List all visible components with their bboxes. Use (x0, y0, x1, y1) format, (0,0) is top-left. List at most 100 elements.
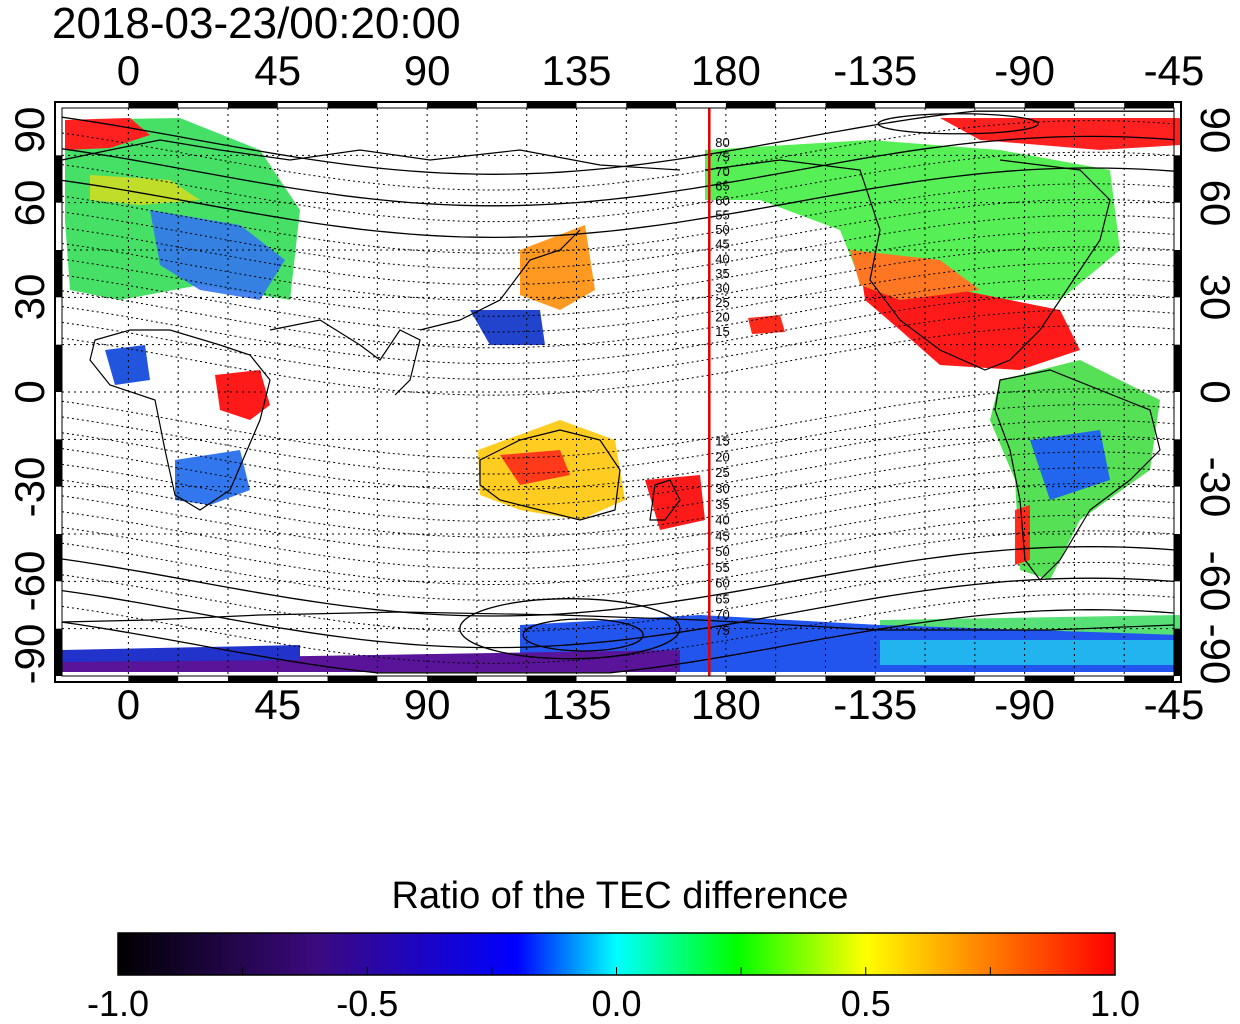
frame-tick-bar (626, 676, 677, 682)
frame-tick-bar (327, 102, 378, 108)
contour-line (61, 530, 1175, 601)
coastline (269, 319, 421, 396)
contour-label: 25 (715, 465, 729, 480)
frame-tick-bar (427, 102, 477, 108)
tick-left-label: -60 (6, 550, 53, 612)
frame-tick-bar (1174, 534, 1181, 582)
frame-tick-bar (526, 676, 577, 682)
magnetic-latitude-contours (61, 110, 1175, 674)
tick-bottom-label: 90 (403, 681, 451, 728)
tick-top-label: -90 (994, 47, 1055, 94)
tick-left-label: 60 (6, 179, 53, 227)
contour-line (61, 561, 1175, 633)
contour-line (61, 151, 1175, 223)
contour-line (61, 246, 1175, 317)
contour-line (61, 277, 1175, 349)
tick-right-label: -60 (1192, 550, 1239, 612)
contour-label: 65 (715, 179, 729, 194)
frame-tick-bar (327, 676, 378, 682)
frame-tick-bar (55, 155, 62, 203)
tick-top-label: -45 (1143, 47, 1205, 94)
frame-tick-bar (1174, 155, 1181, 203)
timestamp-title: 2018-03-23/00:20:00 (52, 0, 461, 48)
frame-tick-bar (825, 102, 876, 108)
contour-line (61, 482, 1175, 554)
coastline (419, 229, 581, 331)
tick-right-label: 90 (1192, 106, 1239, 154)
coastline (61, 611, 1175, 631)
contour-label: 40 (715, 513, 729, 528)
contour-label: 60 (715, 193, 729, 208)
tick-right-label: 0 (1192, 380, 1239, 404)
contour-line (61, 120, 1175, 191)
region-africa-blue2 (105, 345, 150, 385)
tick-left-label: -30 (6, 456, 53, 518)
tec-data-layer (62, 118, 1180, 672)
region-africa-red (215, 370, 270, 420)
contour-label: 70 (715, 607, 729, 622)
frame-tick-bar (227, 102, 278, 108)
tick-bottom-label: 180 (690, 681, 761, 728)
tick-right-label: 60 (1192, 179, 1239, 227)
tick-left-label: 90 (6, 106, 53, 154)
tick-left-label: -90 (6, 623, 53, 685)
contour-line (61, 435, 1175, 507)
tick-left-label: 0 (6, 380, 53, 404)
contour-line (61, 451, 1175, 522)
colorbar-tick-label: 0.5 (840, 983, 891, 1024)
contour-line (61, 325, 1175, 396)
region-antarctic-purple (62, 650, 680, 672)
contour-line (61, 167, 1175, 239)
frame-tick-bar (725, 676, 776, 682)
coastline (649, 479, 681, 521)
contour-label: 20 (715, 449, 729, 464)
coastline (479, 429, 621, 521)
tick-top-label: 135 (541, 47, 612, 94)
coastline (89, 329, 271, 511)
coastlines (61, 139, 1175, 631)
region-sa-blue (1030, 430, 1110, 500)
contour-line (61, 198, 1175, 270)
tick-bottom-label: -90 (994, 681, 1055, 728)
region-australia-red (500, 450, 570, 485)
contour-label: 60 (715, 576, 729, 591)
frame-tick-bar (128, 676, 179, 682)
coastline (704, 159, 1111, 371)
frame-tick-bar (925, 676, 975, 682)
colorbar-ticks (117, 967, 1116, 975)
tick-bottom-label: 45 (254, 681, 302, 728)
frame-tick-bar (55, 344, 62, 392)
frame-tick-bar (1124, 102, 1174, 108)
frame-tick-bar (1174, 439, 1181, 487)
tick-bottom-label: 135 (541, 681, 612, 728)
frame-tick-bar (1024, 102, 1075, 108)
contour-loop (877, 113, 1039, 135)
contour-line (61, 110, 1174, 175)
contour-label: 75 (715, 150, 729, 165)
contour-label: 55 (715, 208, 729, 223)
region-arctic-red (940, 118, 1180, 150)
frame-tick-bar (725, 102, 776, 108)
contour-line (61, 545, 1175, 617)
colorbar-tick-label: -0.5 (336, 983, 399, 1024)
colorbar-tick-label: 0.0 (591, 983, 642, 1024)
contour-label: 55 (715, 560, 729, 575)
frame-tick-bar (55, 250, 62, 298)
frame-tick-marks (55, 102, 1181, 682)
contour-label: 80 (715, 135, 729, 150)
contour-line (61, 388, 1175, 459)
contour-loop (459, 598, 681, 660)
tick-top-label: 180 (690, 47, 761, 94)
contour-label: 15 (715, 324, 729, 339)
contour-label: 75 (715, 623, 729, 638)
tick-right-label: -30 (1192, 456, 1239, 518)
contour-line (61, 514, 1175, 586)
tick-bottom-label: -135 (833, 681, 918, 728)
region-antarctic-cyan (880, 640, 1180, 665)
region-africa-blue (175, 450, 250, 505)
region-europe-blue (150, 210, 285, 300)
frame-tick-bar (1024, 676, 1075, 682)
